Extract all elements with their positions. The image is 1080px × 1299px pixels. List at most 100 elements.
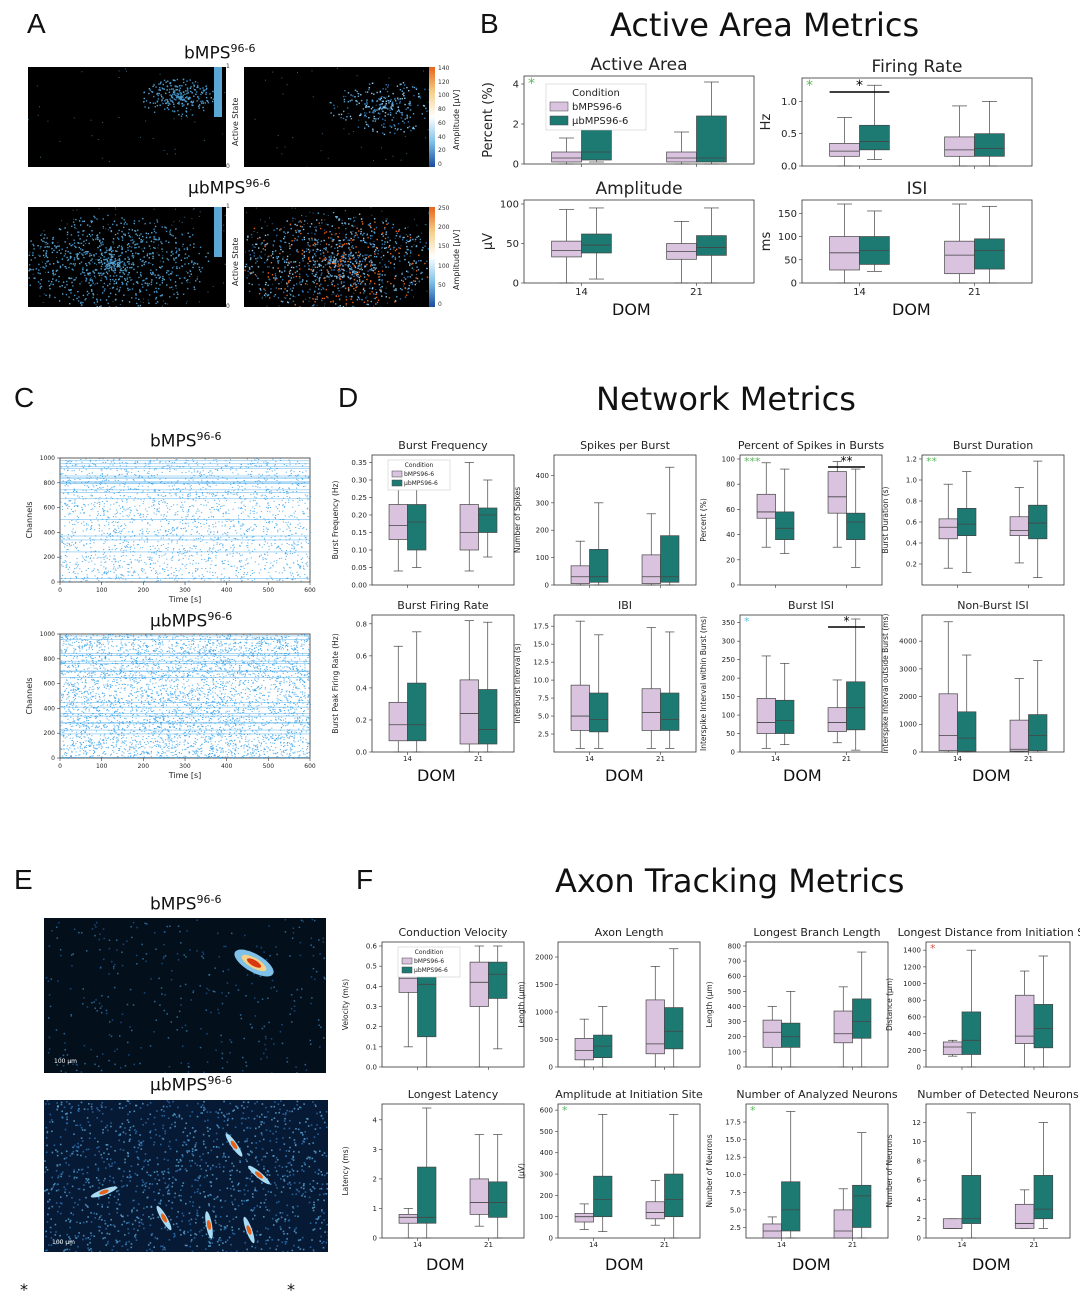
y-tick-label: 0.0: [366, 1063, 377, 1071]
electrode-dots: [28, 68, 225, 165]
box-ubmps: [594, 1007, 612, 1068]
chart-title: Longest Latency: [408, 1088, 499, 1101]
y-tick-label: 800: [728, 942, 741, 950]
chart-burst-isi: Burst ISI050100150200250300350Interspike…: [698, 597, 888, 772]
significance-star: **: [926, 455, 938, 468]
chart-title: ISI: [907, 179, 928, 199]
y-tick-label: 0: [373, 1234, 377, 1242]
y-tick-label: 0.8: [356, 620, 367, 628]
x-tick-label: 300: [179, 587, 191, 594]
box-ubmps: [782, 991, 800, 1067]
y-tick-label: 20: [726, 556, 735, 564]
amplitude-tick: 0: [438, 301, 442, 308]
box-ubmps: [590, 503, 608, 585]
y-tick-label: 0: [917, 1063, 921, 1071]
amplitude-colorbar-top: [429, 67, 435, 167]
y-tick-label: 50: [726, 730, 735, 738]
box-bmps: [943, 1040, 962, 1056]
chart-amplitude-initiation-site: Amplitude at Initiation Site010020030040…: [516, 1086, 706, 1258]
x-tick-label: 400: [221, 587, 233, 594]
y-tick-label: 2.5: [538, 730, 549, 738]
y-tick-label: 1000: [40, 631, 55, 638]
box-ubmps: [489, 1135, 507, 1238]
chart-longest-branch-length: Longest Branch Length0100200300400500600…: [704, 924, 894, 1087]
legend-label: bMPS96-6: [414, 958, 444, 965]
y-tick-label: 12.5: [533, 659, 549, 667]
chart-title: Spikes per Burst: [580, 439, 671, 452]
box-ubmps: [853, 1133, 871, 1238]
box-ubmps: [582, 208, 612, 279]
chart-detected-neurons: Number of Detected Neurons024681012Numbe…: [884, 1086, 1076, 1258]
y-tick-label: 0: [737, 1063, 741, 1071]
section-title-active-area: Active Area Metrics: [610, 6, 919, 44]
box-ubmps: [975, 206, 1005, 283]
legend-swatch: [392, 480, 402, 486]
state-tick: 1: [226, 63, 230, 70]
significance-star: *: [806, 78, 813, 94]
y-axis-label: (μV): [517, 1163, 526, 1179]
y-tick-label: 1200: [903, 963, 921, 971]
y-tick-label: 300: [728, 1018, 741, 1026]
legend-swatch: [402, 958, 412, 964]
active-state-colorbar-bottom: [214, 207, 222, 307]
y-axis-label: Percent (%): [699, 498, 708, 542]
y-tick-label: 0.0: [356, 748, 367, 756]
y-tick-label: 0: [913, 748, 917, 756]
chart-title: Burst ISI: [788, 599, 834, 612]
y-tick-label: 600: [44, 681, 56, 688]
x-tick-label: 14: [589, 1241, 598, 1249]
y-tick-label: 6: [917, 1177, 922, 1185]
x-tick-label: 300: [179, 763, 191, 770]
y-tick-label: 0: [545, 581, 549, 589]
x-tick-label: 600: [304, 587, 316, 594]
box-bmps: [1015, 1190, 1034, 1229]
box-ubmps: [975, 101, 1005, 166]
box-bmps: [828, 680, 846, 743]
y-tick-label: 100: [722, 455, 735, 463]
significance-star: *: [844, 614, 850, 628]
state-tick: 0: [226, 303, 230, 310]
chart-title: IBI: [618, 599, 632, 612]
y-tick-label: 10: [912, 1138, 921, 1146]
y-tick-label: 0.6: [356, 652, 368, 660]
y-tick-label: 0.35: [351, 459, 367, 467]
amplitude-colorbar-bottom: [429, 207, 435, 307]
x-tick-label: 21: [660, 1241, 669, 1249]
legend-swatch: [402, 967, 412, 973]
y-tick-label: 250: [722, 656, 735, 664]
y-tick-label: 0: [513, 279, 519, 290]
y-tick-label: 400: [44, 529, 56, 536]
x-axis-label: Time [s]: [168, 595, 202, 604]
y-tick-label: 8: [917, 1157, 921, 1165]
y-tick-label: 300: [722, 638, 735, 646]
scale-bar-label: 100 μm: [54, 1058, 77, 1065]
box-bmps: [646, 1180, 664, 1225]
chart-title: Longest Distance from Initiation Site: [898, 926, 1080, 939]
significance-star: **: [841, 454, 853, 468]
x-tick-label: 14: [413, 1241, 422, 1249]
box-bmps: [757, 463, 775, 547]
box-ubmps: [860, 85, 890, 159]
x-tick-label: 21: [1024, 755, 1033, 763]
y-tick-label: 0: [549, 1063, 553, 1071]
y-tick-label: 0: [731, 748, 735, 756]
y-axis-label: Length (μm): [705, 981, 714, 1027]
box-bmps: [667, 132, 697, 164]
y-tick-label: 400: [44, 705, 56, 712]
box-ubmps: [665, 1114, 683, 1238]
y-tick-label: 50: [784, 255, 797, 266]
state-tick: 1: [226, 203, 230, 210]
box-bmps: [460, 463, 478, 572]
y-axis-label: Burst Frequency (Hz): [331, 481, 340, 560]
y-tick-label: 500: [540, 1036, 553, 1044]
y-tick-label: 1.0: [906, 476, 917, 484]
panel-label-a: A: [27, 8, 46, 40]
box-ubmps: [776, 663, 794, 744]
chart-title: Number of Analyzed Neurons: [736, 1088, 898, 1101]
y-tick-label: 500: [540, 1128, 553, 1136]
legend-swatch: [550, 102, 568, 111]
